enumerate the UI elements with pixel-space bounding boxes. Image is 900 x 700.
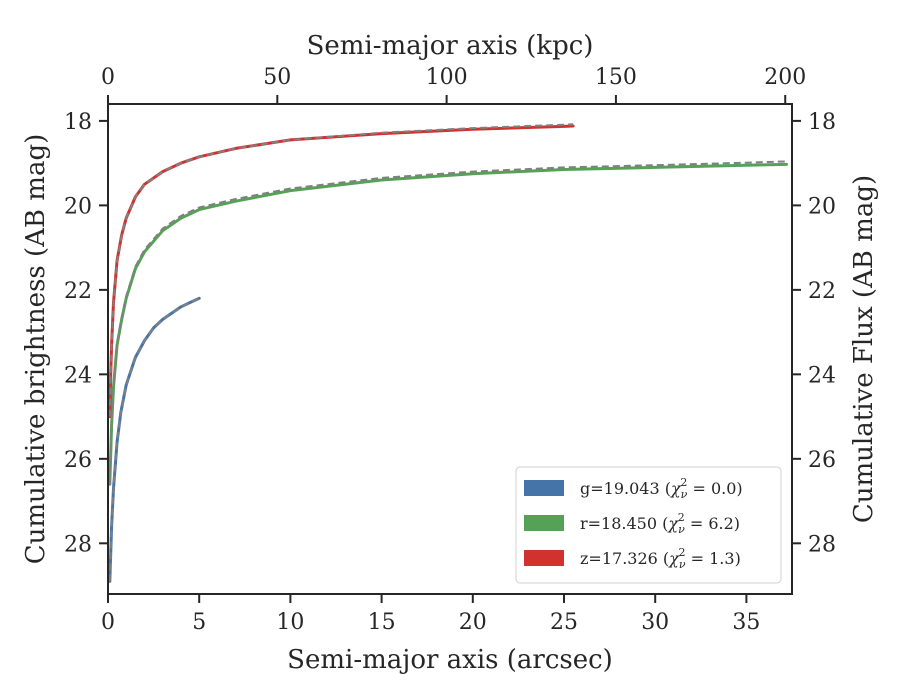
- legend-entry-0: g=19.043 (χν2 = 0.0): [580, 476, 743, 501]
- x-top-tick-label: 200: [764, 65, 806, 90]
- y-tick-label: 20: [64, 194, 92, 219]
- legend: g=19.043 (χν2 = 0.0) r=18.450 (χν2 = 6.2)…: [515, 466, 782, 584]
- y-right-tick-label: 18: [808, 110, 836, 135]
- x-top-tick-label: 50: [263, 65, 291, 90]
- y-right-tick-label: 24: [808, 363, 836, 388]
- y-tick-label: 24: [64, 363, 92, 388]
- series-line-0: [108, 296, 201, 583]
- y-tick-label: 22: [64, 279, 92, 304]
- model-line-1: [108, 160, 787, 485]
- y-axis-label: Cumulative brightness (AB mag): [21, 134, 51, 565]
- legend-swatch-1: [524, 515, 564, 531]
- x-tick-label: 30: [641, 610, 669, 635]
- x-tick-label: 15: [368, 610, 396, 635]
- y-right-tick-label: 26: [808, 448, 836, 473]
- curves-layer: [108, 123, 788, 583]
- x-tick-label: 35: [732, 610, 760, 635]
- x-axis-label: Semi-major axis (arcsec): [287, 645, 613, 675]
- y-right-tick-label: 28: [808, 532, 836, 557]
- x-tick-label: 20: [459, 610, 487, 635]
- y-tick-label: 28: [64, 532, 92, 557]
- y-tick-label: 26: [64, 448, 92, 473]
- x-top-axis-label: Semi-major axis (kpc): [307, 31, 594, 61]
- legend-entry-2: z=17.326 (χν2 = 1.3): [580, 546, 741, 571]
- x-tick-label: 5: [192, 610, 206, 635]
- y-tick-label: 18: [64, 110, 92, 135]
- x-tick-label: 25: [550, 610, 578, 635]
- x-tick-label: 0: [101, 610, 115, 635]
- y-right-tick-label: 22: [808, 279, 836, 304]
- series-line-1: [108, 162, 788, 486]
- y-right-tick-label: 20: [808, 194, 836, 219]
- plot-frame: [107, 103, 793, 595]
- x-tick-label: 10: [276, 610, 304, 635]
- x-top-tick-label: 150: [595, 65, 637, 90]
- legend-swatch-2: [524, 550, 564, 566]
- x-top-tick-label: 0: [101, 65, 115, 90]
- model-line-2: [108, 123, 574, 417]
- legend-swatch-0: [524, 480, 564, 496]
- legend-entry-1: r=18.450 (χν2 = 6.2): [580, 511, 740, 536]
- model-line-0: [108, 297, 200, 582]
- legend-box: [515, 466, 782, 584]
- x-top-tick-label: 100: [426, 65, 468, 90]
- y-right-axis-label: Cumulative Flux (AB mag): [849, 175, 879, 523]
